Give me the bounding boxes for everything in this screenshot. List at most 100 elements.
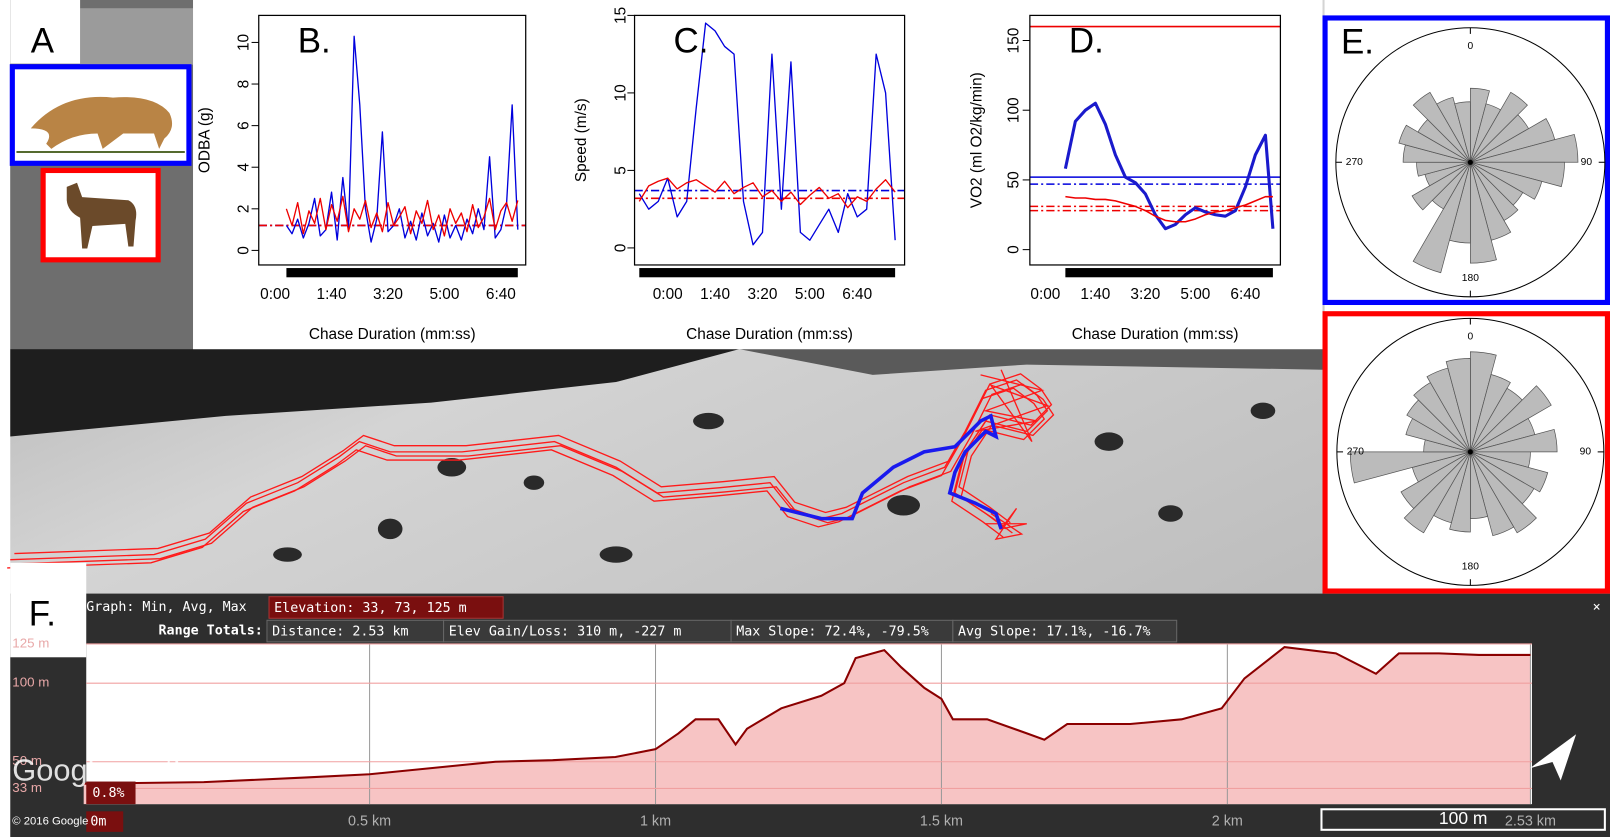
angle-label: 180 <box>1462 273 1479 284</box>
max-slope-stat: Max Slope: 72.4%, -79.5% <box>736 625 929 640</box>
rose-wedge <box>1470 428 1558 453</box>
y-tick-label: 2 <box>235 205 252 214</box>
y-tick-label: 6 <box>235 121 252 130</box>
rose-wedge <box>1470 451 1515 537</box>
rose-wedge <box>1470 385 1552 453</box>
x-tick-label: 3:20 <box>1130 286 1160 303</box>
map-patch <box>80 8 194 65</box>
distance-stat: Distance: 2.53 km <box>272 625 408 640</box>
rose-center <box>1467 159 1473 165</box>
slope-box <box>86 781 136 805</box>
graph-label: Graph: Min, Avg, Max <box>86 600 246 615</box>
track <box>10 379 1049 561</box>
rock <box>693 412 724 430</box>
map-shadow <box>10 349 740 437</box>
x-tick-label: 3:20 <box>373 286 403 303</box>
x-tick-label: 1:40 <box>1080 286 1110 303</box>
rose-wedge <box>1403 451 1471 534</box>
scale-bar <box>1320 808 1606 831</box>
y-tick-label: 50 <box>1006 171 1023 188</box>
zero-value: 0m <box>90 815 106 830</box>
y-tick-label: 0 <box>612 244 629 253</box>
x-tick-label: 5:00 <box>1180 286 1210 303</box>
x-tick-label: 1.5 km <box>920 813 963 829</box>
elevation-line <box>83 646 1531 785</box>
rock <box>273 547 302 562</box>
x-tick-label: 5:00 <box>429 286 459 303</box>
slope-value: 0.8% <box>92 786 124 801</box>
rose-wedge <box>1436 96 1471 163</box>
angle-label: 270 <box>1347 447 1364 458</box>
y-tick-label: 125 m <box>12 635 49 650</box>
x-axis-title: Chase Duration (mm:ss) <box>1072 326 1239 343</box>
close-button[interactable]: × <box>1593 600 1601 615</box>
rose-wedge <box>1400 451 1471 510</box>
series-line <box>1063 101 1275 231</box>
series-line <box>1065 195 1273 223</box>
y-tick-label: 15 <box>612 7 629 24</box>
angle-label: 270 <box>1346 157 1363 168</box>
rose-wedge <box>1445 358 1471 452</box>
zero-box <box>86 811 124 832</box>
dog-icon <box>66 182 137 249</box>
x-tick-label: 6:40 <box>842 286 872 303</box>
y-tick-label: 8 <box>235 80 252 89</box>
x-tick-label: 0.5 km <box>348 813 391 829</box>
rose-wedge <box>1470 451 1549 493</box>
angle-label: 0 <box>1468 41 1474 52</box>
x-tick-label: 1:40 <box>700 286 730 303</box>
x-tick-label: 6:40 <box>1230 286 1260 303</box>
stat-box <box>952 619 1178 643</box>
y-tick-label: 4 <box>235 163 252 172</box>
rose-wedge <box>1411 161 1471 211</box>
y-tick-label: 33 m <box>12 780 42 795</box>
rock <box>377 518 403 540</box>
x-axis-title: Chase Duration (mm:ss) <box>309 326 476 343</box>
label-bg <box>10 0 81 64</box>
map-ridge <box>739 349 1323 375</box>
y-tick-label: 0 <box>1006 245 1023 254</box>
x-tick-label: 6:40 <box>486 286 516 303</box>
angle-label: 90 <box>1580 447 1592 458</box>
y-tick-label: 100 <box>1006 97 1023 123</box>
rose-wedge <box>1470 133 1579 163</box>
y-tick-label: 150 <box>1006 28 1023 54</box>
x-tick-label: 0:00 <box>653 286 683 303</box>
blue-track <box>779 413 1003 530</box>
cougar-icon <box>30 96 173 149</box>
elevation-area <box>83 647 1531 805</box>
chart-layer: 0 2 4 6 8 10 0:00 1:40 3:20 5:00 6:40 ODBA (g) Chase… <box>12 7 1610 829</box>
scale-label: 100 m <box>1439 808 1487 828</box>
x-axis-title: Chase Duration (mm:ss) <box>686 326 853 343</box>
y-axis-title: VO2 (ml O2/kg/min) <box>969 72 986 208</box>
x-tick-label: 1:40 <box>317 286 347 303</box>
rock <box>1094 432 1124 451</box>
x-tick-label: 2.53 km <box>1505 813 1556 829</box>
x-rug <box>639 268 896 278</box>
series-line <box>285 35 519 243</box>
rock <box>887 495 920 516</box>
x-tick-label: 0:00 <box>260 286 290 303</box>
y-tick-label: 5 <box>612 166 629 175</box>
y-axis-title: ODBA (g) <box>196 107 213 173</box>
angle-label: 90 <box>1581 157 1593 168</box>
rose-wedge <box>1398 124 1471 163</box>
panel-label: C. <box>674 21 709 60</box>
panel-label: A <box>31 21 55 60</box>
angle-label: 180 <box>1462 562 1479 573</box>
rose-wedge <box>1412 162 1471 274</box>
gain-stat: Elev Gain/Loss: 310 m, -227 m <box>449 625 682 640</box>
y-tick-label: 10 <box>235 34 252 51</box>
x-tick-label: 2 km <box>1212 813 1243 829</box>
x-tick-label: 0:00 <box>1030 286 1060 303</box>
x-tick-label: 5:00 <box>795 286 825 303</box>
y-tick-label: 50 m <box>12 753 42 768</box>
rose-wedge <box>1454 101 1471 163</box>
x-rug <box>286 268 518 278</box>
plot-frame <box>1029 14 1282 266</box>
y-axis-title: Speed (m/s) <box>573 98 590 182</box>
rock <box>437 458 467 477</box>
panel-label: B. <box>298 21 331 60</box>
